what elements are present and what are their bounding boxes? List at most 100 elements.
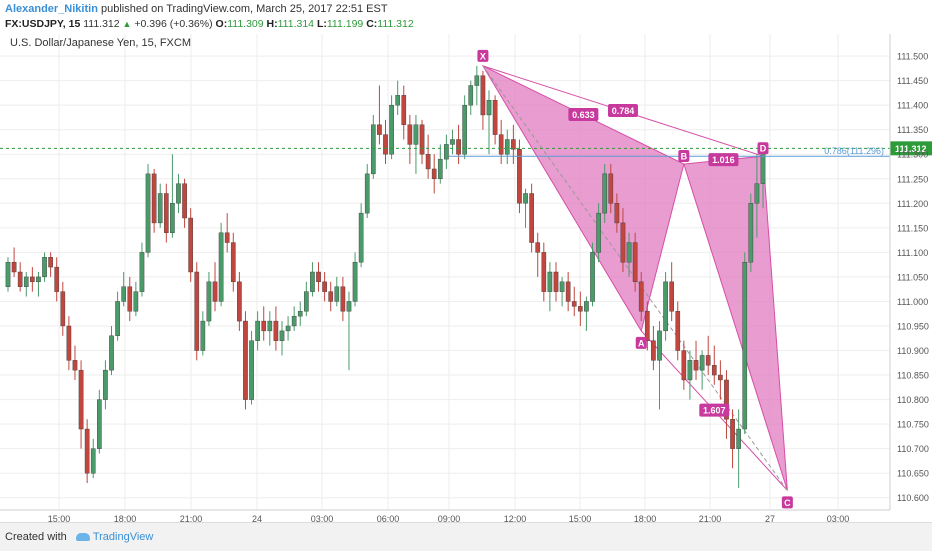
candle-body — [547, 271, 553, 292]
candle-body — [651, 340, 656, 361]
candle-body — [529, 193, 534, 243]
open-value: 111.309 — [227, 18, 264, 30]
candle-body — [730, 419, 735, 449]
candle-body — [84, 428, 90, 474]
point-label-c: C — [784, 498, 791, 508]
candle-body — [127, 286, 133, 312]
candle-body — [517, 149, 522, 204]
x-tick-label: 15:00 — [569, 514, 592, 522]
candle-body — [401, 95, 407, 125]
candle-body — [632, 242, 638, 283]
candle-body — [681, 350, 687, 381]
candle-body — [523, 193, 528, 204]
chart-header: Alexander_Nikitin published on TradingVi… — [0, 0, 932, 34]
candle-body — [23, 276, 29, 287]
candle-body — [145, 173, 151, 253]
y-tick-label: 111.350 — [897, 125, 928, 135]
ratio-label: 1.607 — [703, 406, 726, 416]
candle-body — [90, 448, 96, 474]
x-tick-label: 18:00 — [634, 514, 657, 522]
point-label-box — [635, 336, 647, 349]
candle-body — [115, 301, 120, 336]
candle-body — [456, 139, 461, 155]
candle-body — [511, 139, 516, 150]
time-axis[interactable]: 15:00 18:00 21:00 24 03:00 06:00 09:00 12:00 15:… — [48, 514, 850, 522]
author-link[interactable]: Alexander_Nikitin — [5, 3, 98, 15]
candle-body — [492, 100, 498, 135]
candle-body — [230, 242, 236, 283]
tradingview-link[interactable]: TradingView — [92, 531, 154, 543]
y-tick-label: 110.650 — [897, 469, 929, 479]
candle-body — [742, 261, 748, 430]
candle-body — [358, 212, 364, 263]
candle-body — [206, 281, 212, 322]
candle-body — [194, 271, 200, 351]
ratio-label-box — [607, 104, 638, 118]
y-tick-label: 111.000 — [897, 297, 928, 307]
y-tick-label: 111.450 — [897, 76, 928, 86]
candle-body — [596, 212, 601, 253]
y-tick-label: 110.800 — [897, 395, 929, 405]
candle-body — [620, 222, 626, 263]
candle-body — [504, 139, 510, 155]
candle-body — [377, 124, 382, 135]
candle-body — [699, 355, 705, 371]
candle-body — [261, 320, 267, 332]
close-value: 111.312 — [377, 18, 414, 30]
y-tick-label: 111.100 — [897, 248, 928, 258]
candle-body — [72, 360, 78, 371]
point-label-box — [757, 142, 769, 155]
candle-body — [462, 104, 467, 155]
ratio-label-box — [699, 403, 730, 417]
point-label-d: D — [760, 144, 767, 154]
candle-body — [11, 261, 17, 273]
candle-body — [553, 271, 559, 292]
candle-body — [304, 291, 309, 312]
created-with-text: Created with — [5, 531, 67, 543]
candle-body — [590, 252, 595, 302]
last-value: 111.312 — [83, 18, 120, 30]
candle-body — [571, 301, 577, 307]
candle-body — [54, 266, 60, 292]
x-tick-label: 03:00 — [311, 514, 334, 522]
ohlc-line: FX:USDJPY, 15 111.312 ▲ +0.396 (+0.36%) … — [5, 18, 414, 30]
candle-body — [608, 173, 614, 204]
x-tick-label: 15:00 — [48, 514, 71, 522]
candle-body — [352, 261, 358, 302]
candle-body — [705, 355, 711, 366]
candle-body — [718, 374, 723, 381]
tradingview-cloud-icon — [75, 533, 90, 541]
x-tick-label: 21:00 — [180, 514, 203, 522]
candle-body — [614, 203, 620, 224]
low-value: 111.199 — [326, 18, 364, 30]
candle-body — [243, 320, 248, 400]
price-axis[interactable]: 110.600 110.650 110.700 110.750 110.800 110.8… — [897, 52, 929, 504]
high-value: 111.314 — [277, 18, 315, 30]
ratio-label: 0.784 — [612, 106, 635, 116]
candle-body — [322, 281, 327, 292]
candles — [5, 65, 766, 488]
candle-body — [78, 369, 84, 430]
high-label: H: — [266, 18, 278, 30]
candle-body — [328, 291, 334, 302]
candle-body — [748, 203, 754, 263]
candle-body — [736, 428, 741, 449]
candle-body — [182, 183, 187, 219]
open-label: O: — [215, 18, 228, 30]
candle-body — [224, 232, 230, 243]
candle-body — [255, 320, 260, 341]
candle-body — [316, 271, 321, 283]
candle-body — [212, 281, 218, 302]
candle-body — [754, 183, 760, 204]
low-label: L: — [316, 18, 327, 30]
candle-body — [693, 360, 699, 371]
candle-body — [559, 281, 565, 292]
price-chart[interactable]: 111.312 0.786(111.296) X A B C D 0.633 0.784 1.01… — [0, 0, 932, 522]
candle-body — [285, 325, 291, 332]
candle-body — [626, 242, 632, 263]
candle-body — [30, 276, 35, 283]
y-tick-label: 111.200 — [897, 199, 928, 209]
symbol-label: FX:USDJPY, 15 — [5, 18, 81, 30]
candle-body — [66, 325, 72, 361]
candle-body — [267, 320, 273, 332]
